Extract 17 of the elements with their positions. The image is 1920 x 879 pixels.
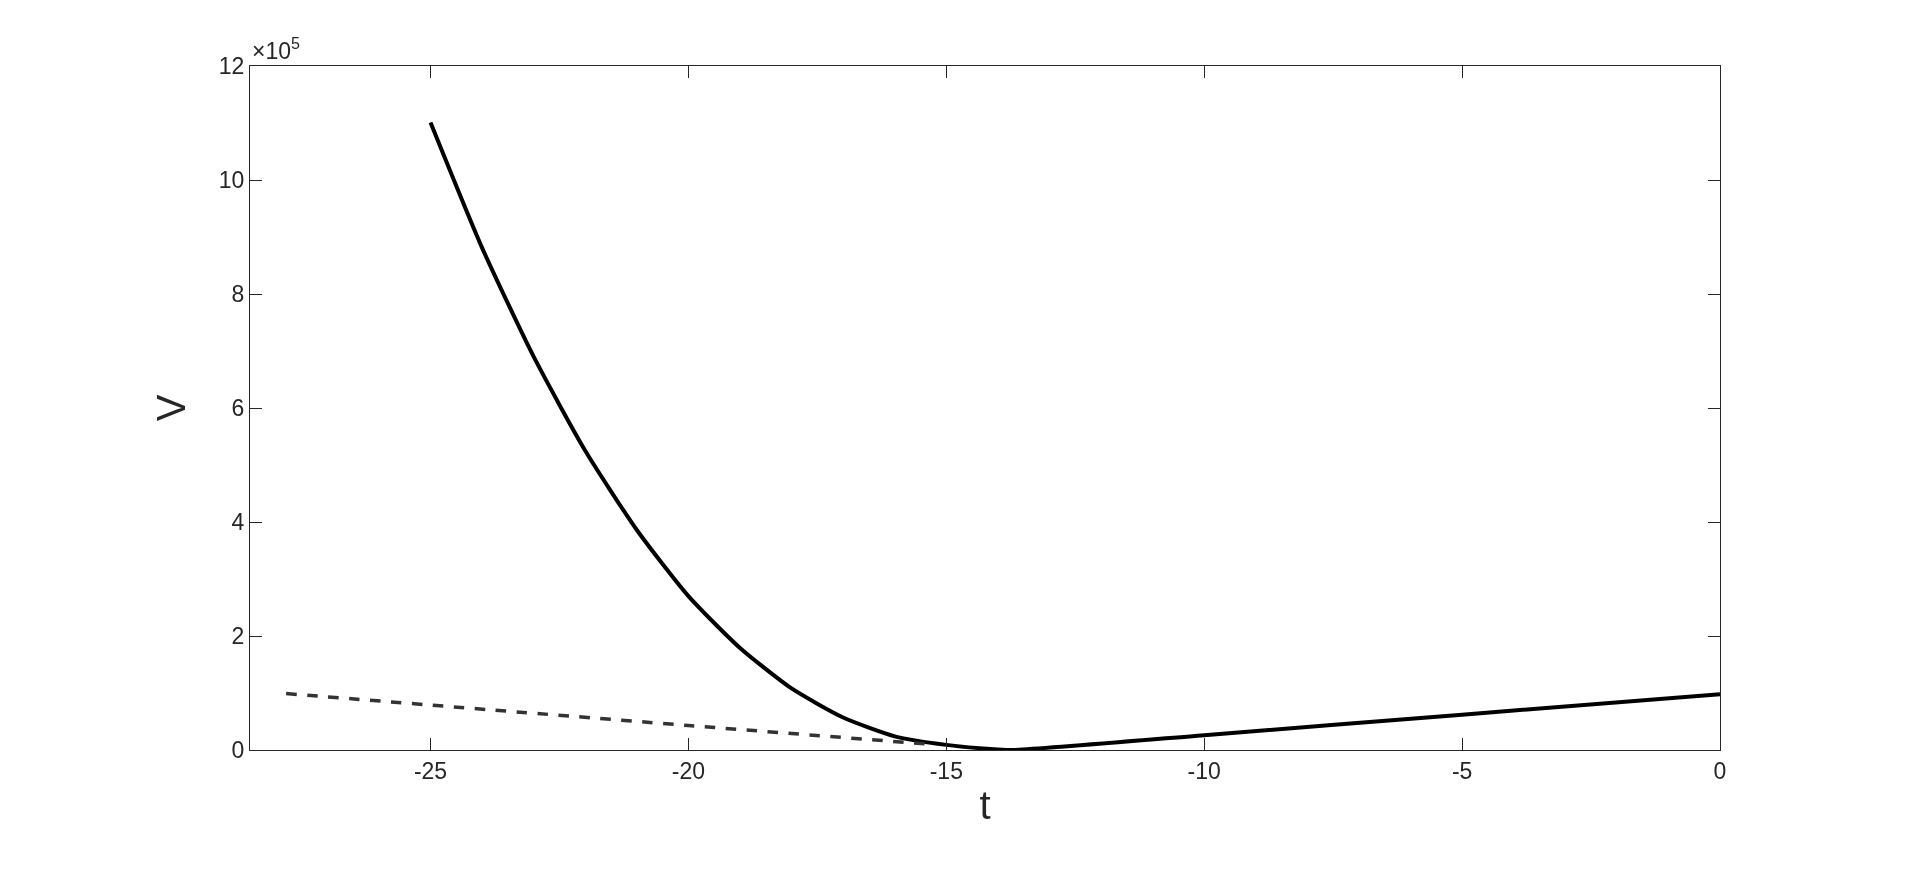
x-tick-label: 0: [1713, 757, 1727, 784]
text: ×10$^{5}$: [252, 34, 301, 64]
x-tick-label: -5: [1451, 757, 1473, 784]
y-tick-label: 4: [231, 509, 245, 536]
x-tick-label: -25: [413, 757, 448, 784]
x-tick-label: -10: [1187, 757, 1221, 784]
x-tick-label: -20: [671, 757, 706, 784]
y-tick-label: 12: [218, 53, 245, 80]
y-axis-title: V: [149, 394, 194, 422]
y-tick-label: 8: [231, 281, 245, 308]
y-tick-label: 0: [231, 737, 245, 764]
y-tick-label: 6: [231, 395, 245, 422]
line-series: [428, 120, 1720, 750]
y-tick-label: 10: [218, 167, 245, 194]
x-axis-title: t: [979, 783, 991, 828]
x-tick-label: -15: [929, 757, 963, 784]
y-tick-label: 2: [231, 623, 245, 650]
